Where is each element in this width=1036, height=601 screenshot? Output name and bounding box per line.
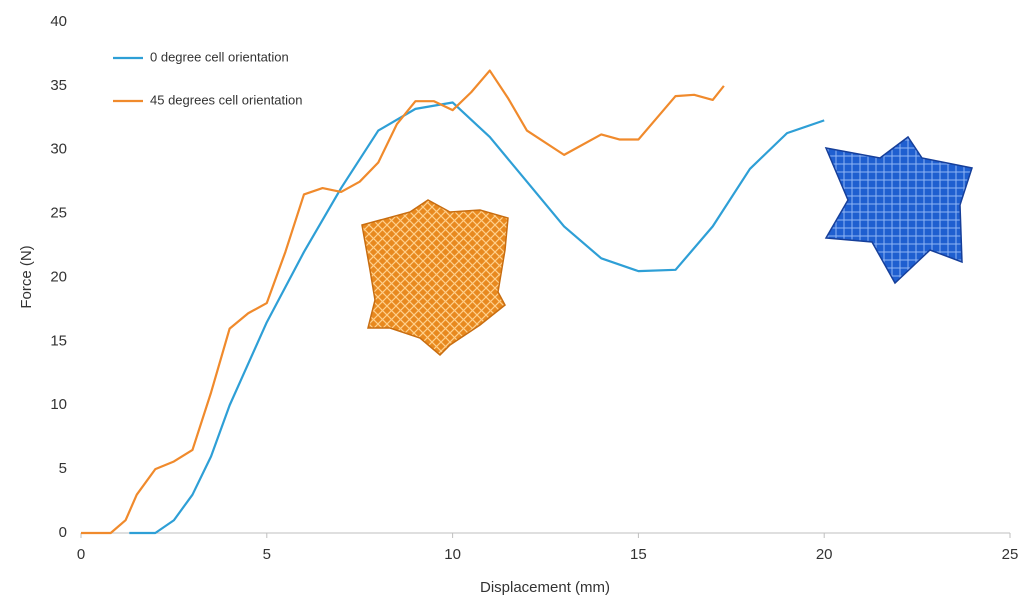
x-tick-label: 0 [77, 546, 85, 563]
y-tick-label: 10 [50, 396, 67, 413]
x-tick-label: 25 [1002, 546, 1019, 563]
x-tick-label: 5 [263, 546, 271, 563]
y-tick-label: 0 [59, 524, 67, 541]
x-tick-label: 20 [816, 546, 833, 563]
y-axis-label: Force (N) [18, 245, 35, 308]
x-tick-label: 15 [630, 546, 647, 563]
legend-label: 45 degrees cell orientation [150, 92, 303, 107]
y-tick-label: 20 [50, 268, 67, 285]
y-tick-label: 25 [50, 205, 67, 222]
blue-lattice-image [824, 135, 973, 285]
data-line [129, 101, 825, 535]
x-axis-label: Displacement (mm) [480, 579, 610, 596]
y-tick-label: 30 [50, 141, 67, 158]
legend-label: 0 degree cell orientation [150, 49, 289, 64]
y-tick-label: 35 [50, 77, 67, 94]
y-tick-label: 15 [50, 332, 67, 349]
y-tick-label: 5 [59, 460, 67, 477]
data-line [81, 69, 725, 535]
orange-lattice-image [361, 199, 509, 357]
y-tick-label: 40 [50, 13, 67, 30]
x-tick-label: 10 [444, 546, 461, 563]
